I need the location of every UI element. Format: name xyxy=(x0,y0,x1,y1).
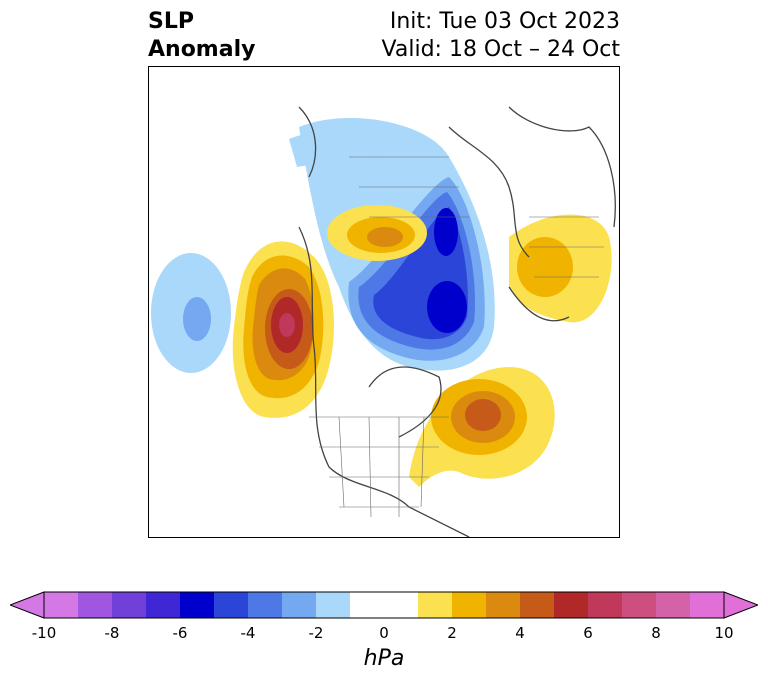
colorbar-segment xyxy=(384,592,419,618)
colorbar-tick-label: 8 xyxy=(651,624,661,642)
title-line-1: SLP xyxy=(148,9,194,34)
colorbar-segment xyxy=(486,592,521,618)
colorbar-segment xyxy=(44,592,79,618)
colorbar-segment xyxy=(622,592,657,618)
colorbar-segment xyxy=(180,592,215,618)
colorbar-unit-label: hPa xyxy=(363,646,405,671)
colorbar-segment xyxy=(316,592,351,618)
valid-range: Valid: 18 Oct – 24 Oct xyxy=(381,37,620,62)
map-dates: Init: Tue 03 Oct 2023 Valid: 18 Oct – 24… xyxy=(382,8,620,64)
colorbar-segment xyxy=(554,592,589,618)
colorbar-tick-label: 0 xyxy=(379,624,389,642)
central-low-anomaly xyxy=(348,177,485,361)
colorbar-segment xyxy=(248,592,283,618)
colorbar-segment xyxy=(588,592,623,618)
colorbar-segment xyxy=(350,592,385,618)
atlantic-high-anomaly xyxy=(409,367,555,487)
colorbar-tick-label: -6 xyxy=(172,624,188,642)
colorbar-min-arrow xyxy=(10,591,45,619)
colorbar-segment xyxy=(656,592,691,618)
colorbar-outline xyxy=(43,591,725,619)
colorbar-tick-label: 2 xyxy=(447,624,457,642)
colorbar-segment xyxy=(282,592,317,618)
colorbar-segment xyxy=(214,592,249,618)
colorbar-segment xyxy=(452,592,487,618)
west-coast-high-anomaly xyxy=(232,241,334,418)
colorbar-tick-label: 6 xyxy=(583,624,593,642)
colorbar-segment xyxy=(520,592,555,618)
borders xyxy=(309,156,604,518)
colorbar-max-arrow xyxy=(723,591,758,619)
siberia-high-anomaly xyxy=(509,214,612,323)
anomaly-map xyxy=(151,106,616,537)
title-line-2: Anomaly xyxy=(148,37,256,62)
coastlines xyxy=(298,106,616,537)
colorbar-segment xyxy=(146,592,181,618)
pacific-low-anomaly xyxy=(151,253,231,373)
colorbar-tick-label: -4 xyxy=(240,624,256,642)
colorbar-tick-label: -2 xyxy=(308,624,324,642)
init-date: Init: Tue 03 Oct 2023 xyxy=(389,9,620,34)
colorbar-tick-label: -8 xyxy=(104,624,120,642)
colorbar-tick-label: 10 xyxy=(714,624,734,642)
map-panel xyxy=(148,66,620,538)
colorbar-segment xyxy=(418,592,453,618)
colorbar-segment xyxy=(78,592,113,618)
colorbar-tick-label: -10 xyxy=(31,624,57,642)
colorbar xyxy=(10,591,758,619)
colorbar-segment xyxy=(112,592,147,618)
colorbar-segment xyxy=(690,592,725,618)
arctic-high-anomaly xyxy=(327,205,427,261)
colorbar-tick-label: 4 xyxy=(515,624,525,642)
map-title: SLP Anomaly xyxy=(148,8,255,64)
